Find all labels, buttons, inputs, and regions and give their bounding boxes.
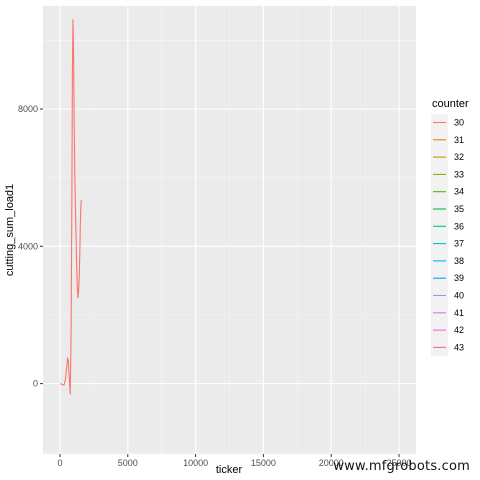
legend-label-43: 43	[454, 342, 464, 352]
legend-label-37: 37	[454, 239, 464, 249]
legend-label-39: 39	[454, 273, 464, 283]
legend-items: 30 31 32 33 34 35 36 37 38 39 40 41 42 43	[431, 114, 464, 356]
y-tick-label: 0	[33, 379, 38, 389]
watermark: www.mfgrobots.com	[333, 459, 470, 474]
x-tick-label: 20000	[319, 458, 344, 468]
x-tick-label: 25000	[387, 458, 412, 468]
minor-grid	[43, 6, 416, 454]
legend-label-41: 41	[454, 308, 464, 318]
x-axis-title: ticker	[216, 464, 243, 476]
legend-label-34: 34	[454, 187, 464, 197]
legend-label-36: 36	[454, 221, 464, 231]
legend-label-32: 32	[454, 152, 464, 162]
y-tick-label: 4000	[18, 241, 38, 251]
x-axis: 0 5000 10000 15000 20000 25000	[57, 454, 412, 468]
legend-label-30: 30	[454, 118, 464, 128]
y-axis: 0 4000 8000	[18, 104, 43, 389]
x-tick-label: 0	[57, 458, 62, 468]
series-layer	[59, 19, 82, 395]
series-line-30	[59, 19, 82, 395]
legend-label-42: 42	[454, 325, 464, 335]
legend-label-31: 31	[454, 135, 464, 145]
legend-label-33: 33	[454, 169, 464, 179]
x-tick-label: 10000	[183, 458, 208, 468]
legend-title: counter	[432, 98, 469, 110]
legend-label-40: 40	[454, 291, 464, 301]
y-axis-title: cutting_sum_load1	[4, 184, 16, 276]
legend: counter 30 31 32 33 34 35 36 37 38 39 40 41 42 43	[431, 98, 469, 356]
major-grid	[43, 6, 416, 454]
y-tick-label: 8000	[18, 104, 38, 114]
x-tick-label: 15000	[251, 458, 276, 468]
legend-label-38: 38	[454, 256, 464, 266]
legend-label-35: 35	[454, 204, 464, 214]
x-tick-label: 5000	[118, 458, 138, 468]
